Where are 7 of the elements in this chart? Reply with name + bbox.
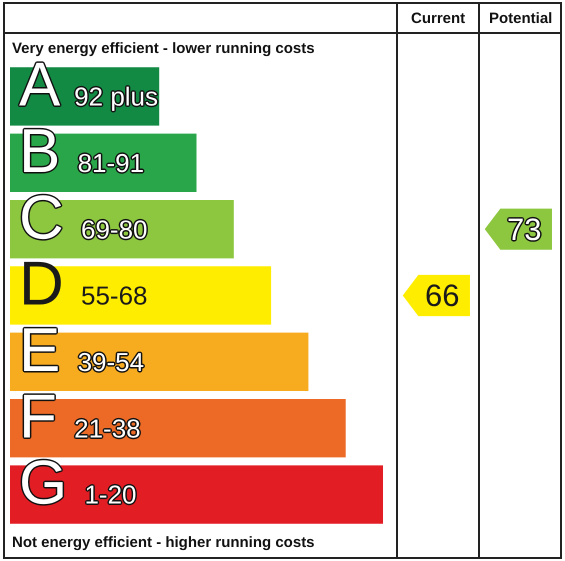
y-tick-label: D 55-68 <box>19 250 148 319</box>
text: Potential <box>489 10 552 27</box>
text: Current <box>411 10 466 27</box>
data-label: 73 <box>507 212 542 247</box>
data-label: 66 <box>425 278 460 313</box>
annotation: Very energy efficient - lower running costs <box>12 40 315 57</box>
text: Not energy efficient - higher running costs <box>12 534 315 551</box>
